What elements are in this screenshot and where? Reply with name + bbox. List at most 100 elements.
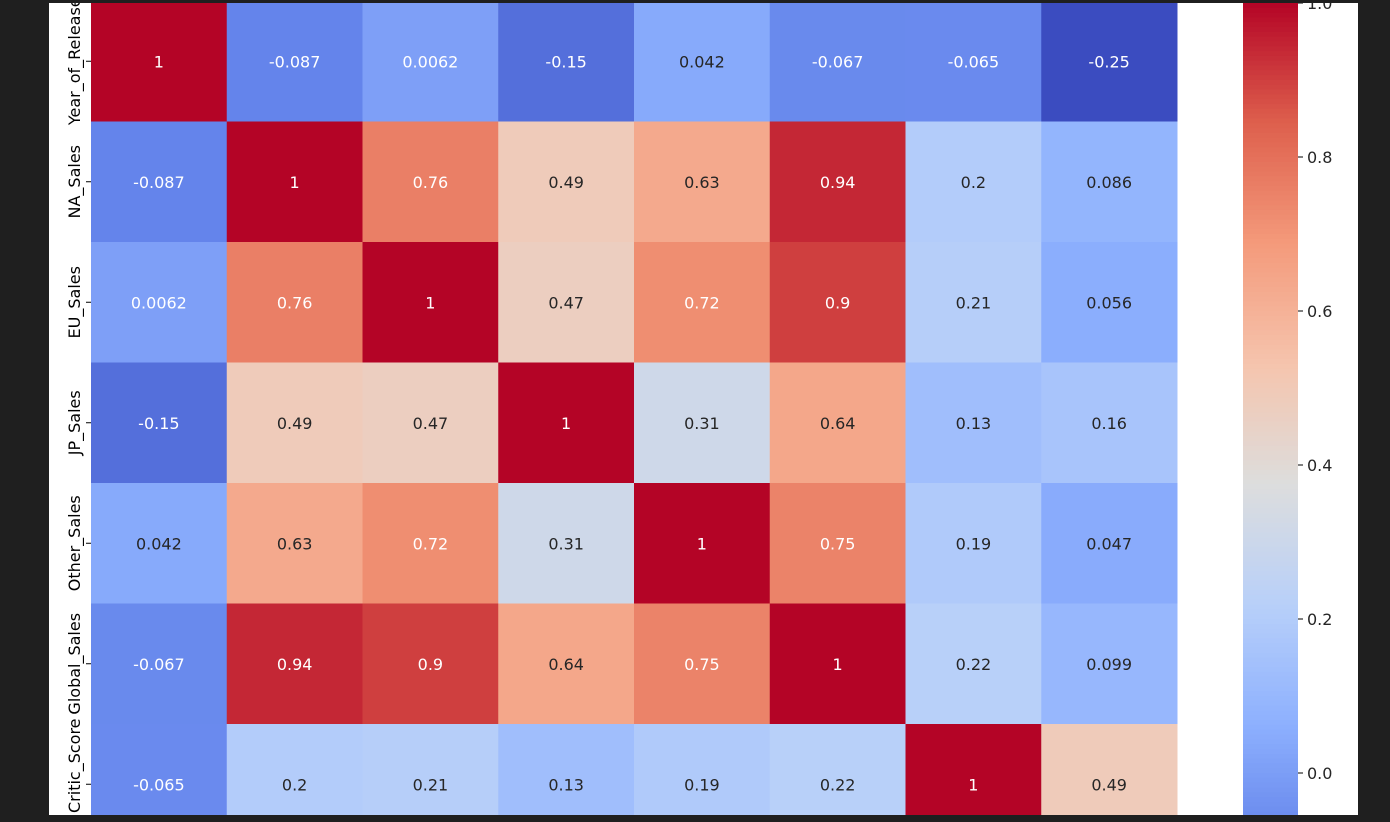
colorbar-segment (1243, 12, 1298, 19)
heatmap-cell (634, 603, 771, 725)
colorbar-segment (1243, 517, 1298, 524)
heatmap-cell (905, 242, 1042, 363)
colorbar-segment (1243, 383, 1298, 389)
heatmap-cell (634, 724, 771, 815)
colorbar-segment (1243, 556, 1298, 562)
colorbar-segment (1243, 691, 1298, 697)
cell-annotation: -0.15 (138, 414, 179, 433)
colorbar-segment (1243, 806, 1298, 813)
heatmap-cell (362, 3, 499, 122)
colorbar-segment (1243, 60, 1298, 67)
colorbar-segment (1243, 253, 1298, 259)
colorbar-segment (1243, 27, 1298, 33)
colorbar-segment (1243, 460, 1298, 466)
colorbar-segment (1243, 643, 1298, 649)
cell-annotation: 0.64 (820, 414, 856, 433)
cell-annotation: 0.72 (684, 293, 720, 312)
heatmap-cell (91, 242, 228, 363)
heatmap-cell (226, 724, 363, 815)
colorbar-segment (1243, 498, 1298, 505)
colorbar-segment (1243, 744, 1298, 750)
colorbar-segment (1243, 315, 1298, 322)
heatmap-cell (498, 483, 635, 604)
colorbar-segment (1243, 373, 1298, 379)
cell-annotation: -0.15 (545, 52, 586, 71)
colorbar-segment (1243, 652, 1298, 659)
cell-annotation: 0.19 (956, 534, 992, 553)
colorbar-segment (1243, 734, 1298, 740)
colorbar-segment (1243, 686, 1298, 692)
colorbar-segment (1243, 469, 1298, 476)
colorbar-segment (1243, 748, 1298, 755)
colorbar-segment (1243, 561, 1298, 567)
colorbar-segment (1243, 176, 1298, 182)
colorbar-segment (1243, 696, 1298, 702)
cell-annotation: 0.047 (1086, 534, 1132, 553)
cell-annotation: 0.49 (548, 173, 584, 192)
heatmap-cell (905, 362, 1042, 484)
heatmap-cell (362, 242, 499, 363)
colorbar-segment (1243, 262, 1298, 269)
colorbar-segment (1243, 763, 1298, 769)
heatmap-cell (362, 121, 499, 243)
colorbar-segment (1243, 513, 1298, 519)
cell-annotation: 0.13 (548, 775, 584, 794)
colorbar-segment (1243, 508, 1298, 514)
cell-annotation: 0.75 (820, 534, 856, 553)
colorbar-segment (1243, 484, 1298, 490)
colorbar-segment (1243, 31, 1298, 38)
colorbar-segment (1243, 282, 1298, 288)
colorbar-segment (1243, 17, 1298, 23)
heatmap-cell (498, 242, 635, 363)
heatmap-cell (362, 483, 499, 604)
colorbar-segment (1243, 638, 1298, 644)
cell-annotation: -0.065 (948, 52, 1000, 71)
heatmap-cell (905, 603, 1042, 725)
colorbar-segment (1243, 55, 1298, 62)
colorbar-segment (1243, 724, 1298, 731)
cell-annotation: 0.31 (684, 414, 720, 433)
cell-annotation: 0.0062 (131, 293, 187, 312)
colorbar-segment (1243, 546, 1298, 553)
colorbar-segment (1243, 311, 1298, 317)
colorbar-segment (1243, 715, 1298, 721)
colorbar-segment (1243, 777, 1298, 784)
colorbar-segment (1243, 782, 1298, 789)
heatmap-cell (226, 483, 363, 604)
y-tick-label: Critic_Score (65, 718, 85, 813)
heatmap-cell (905, 724, 1042, 815)
cell-annotation: 1 (968, 775, 978, 794)
y-tick-label: EU_Sales (65, 266, 85, 338)
heatmap-cell (362, 362, 499, 484)
colorbar-segment (1243, 181, 1298, 187)
colorbar-segment (1243, 720, 1298, 726)
colorbar-segment (1243, 166, 1298, 173)
cell-annotation: -0.25 (1088, 52, 1129, 71)
colorbar-tick-label: 1.0 (1307, 3, 1332, 13)
heatmap-cell (91, 724, 228, 815)
heatmap-cell (634, 242, 771, 363)
colorbar-segment (1243, 123, 1298, 129)
colorbar-segment (1243, 234, 1298, 240)
colorbar-segment (1243, 339, 1298, 346)
colorbar-segment (1243, 349, 1298, 355)
heatmap-cell (905, 483, 1042, 604)
heatmap-cell (769, 603, 906, 725)
colorbar-segment (1243, 585, 1298, 591)
cell-annotation: 1 (154, 52, 164, 71)
heatmap-cell (905, 121, 1042, 243)
colorbar-segment (1243, 209, 1298, 216)
cell-annotation: 0.76 (413, 173, 449, 192)
heatmap-figure: 1 -0.087 0.0062 -0.15 0.042 -0.067 -0.065 -0.25… (49, 3, 1358, 815)
colorbar-segment (1243, 277, 1298, 283)
heatmap-cell (1041, 121, 1178, 243)
colorbar-segment (1243, 392, 1298, 399)
heatmap-cell (769, 724, 906, 815)
colorbar-segment (1243, 797, 1298, 803)
cell-annotation: 0.042 (679, 52, 725, 71)
colorbar-segment (1243, 267, 1298, 274)
colorbar-tick-label: 0.0 (1307, 764, 1332, 783)
cell-annotation: 1 (697, 534, 707, 553)
colorbar-segment (1243, 147, 1298, 153)
heatmap-cell (226, 603, 363, 725)
